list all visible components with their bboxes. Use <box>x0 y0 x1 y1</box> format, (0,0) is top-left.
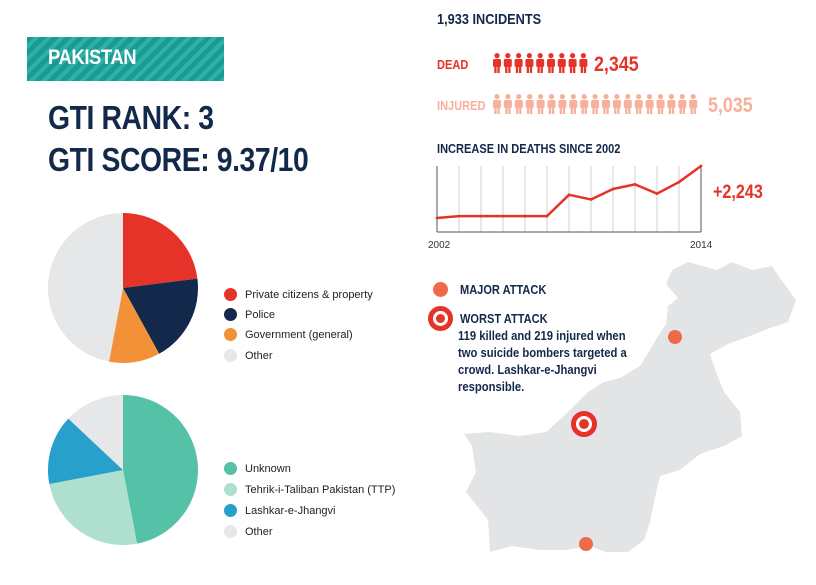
legend-swatch <box>224 328 237 341</box>
injured-person-icon <box>547 94 556 114</box>
legend-label: Unknown <box>245 463 291 475</box>
injured-value: 5,035 <box>708 94 753 117</box>
injured-person-icon <box>580 94 589 114</box>
injured-person-icon <box>525 94 534 114</box>
legend-label: Police <box>245 309 275 321</box>
country-banner: PAKISTAN <box>27 37 224 81</box>
injured-label: INJURED <box>437 98 486 113</box>
legend-swatch <box>224 308 237 321</box>
targets-pie-slice-1 <box>123 278 198 354</box>
gti-score: GTI SCORE: 9.37/10 <box>48 141 309 178</box>
dead-person-icon <box>525 53 534 73</box>
legend-swatch <box>224 504 237 517</box>
worst-attack-label: WORST ATTACK <box>460 311 548 326</box>
dead-label: DEAD <box>437 57 469 72</box>
injured-person-icon <box>493 94 501 114</box>
dead-person-icon <box>547 53 555 73</box>
injured-person-icon <box>623 94 632 114</box>
injured-person-icon <box>591 94 600 114</box>
legend-label: Government (general) <box>245 329 353 341</box>
injured-person-icon <box>656 94 665 114</box>
groups-pie-slice-1 <box>49 470 138 546</box>
worst-attack-marker-dot <box>579 419 589 429</box>
targets-pie-slice-2 <box>108 288 160 363</box>
dead-person-icon <box>493 53 501 73</box>
x-tick-label-start: 2002 <box>428 240 451 251</box>
injured-person-icon <box>634 94 643 114</box>
deaths-point <box>457 214 461 218</box>
injured-person-icon <box>667 94 676 114</box>
injured-person-icon <box>558 94 567 114</box>
legend-label: Other <box>245 350 273 362</box>
deaths-point <box>611 187 615 191</box>
injured-person-icon <box>612 94 621 114</box>
deaths-point <box>479 214 483 218</box>
worst-attack-marker <box>571 411 597 437</box>
targets-pie-slice-3 <box>48 213 123 362</box>
legend-label: Other <box>245 526 273 538</box>
dead-person-icon <box>503 53 512 73</box>
dead-person-icon <box>557 53 566 73</box>
injured-person-icon <box>569 94 578 114</box>
deaths-point <box>523 214 527 218</box>
deaths-point <box>589 198 593 201</box>
deaths-point <box>677 180 681 184</box>
injured-person-icon <box>536 94 545 114</box>
deaths-point <box>567 193 571 197</box>
targets-pie-slice-0 <box>123 213 198 288</box>
deaths-point <box>545 214 549 218</box>
groups-pie-slice-0 <box>123 395 199 544</box>
injured-person-icon <box>503 94 512 114</box>
x-tick-label-end: 2014 <box>690 240 713 251</box>
deaths-point <box>655 192 659 196</box>
worst-attack-legend-dot <box>436 314 445 323</box>
legend-swatch <box>224 525 237 538</box>
legend-swatch <box>224 288 237 301</box>
incidents-count: 1,933 INCIDENTS <box>437 11 542 28</box>
legend-label: Private citizens & property <box>245 289 373 301</box>
worst-attack-legend-icon <box>428 306 453 331</box>
pakistan-map <box>464 262 796 552</box>
major-attack-marker-north <box>668 330 682 344</box>
major-attack-legend-icon <box>433 282 448 297</box>
dead-person-icon <box>514 53 523 73</box>
legend-label: Lashkar-e-Jhangvi <box>245 505 336 517</box>
legend-swatch <box>224 483 237 496</box>
dead-value: 2,345 <box>594 53 639 76</box>
injured-person-icon <box>678 94 687 114</box>
injured-person-icon <box>514 94 523 114</box>
country-name: PAKISTAN <box>48 46 137 69</box>
deaths-point <box>435 216 439 220</box>
dead-person-icon <box>536 53 545 73</box>
injured-person-icon <box>602 94 610 114</box>
deaths-point <box>501 214 505 218</box>
dead-person-icon <box>568 53 577 73</box>
injured-person-icon <box>645 94 654 114</box>
deaths-point <box>633 182 637 186</box>
major-attack-marker-south <box>579 537 593 551</box>
worst-attack-description: 119 killed and 219 injured when two suic… <box>458 329 627 394</box>
deaths-point <box>699 164 703 168</box>
major-attack-label: MAJOR ATTACK <box>460 282 547 297</box>
injured-person-icon <box>689 94 698 114</box>
groups-pie-slice-3 <box>68 395 123 470</box>
legend-swatch <box>224 349 237 362</box>
gti-rank: GTI RANK: 3 <box>48 99 214 136</box>
line-chart-title: INCREASE IN DEATHS SINCE 2002 <box>437 141 621 156</box>
line-chart-annotation: +2,243 <box>713 182 763 203</box>
legend-label: Tehrik-i-Taliban Pakistan (TTP) <box>245 484 396 496</box>
groups-pie-slice-2 <box>47 418 123 485</box>
dead-person-icon <box>579 53 588 73</box>
legend-swatch <box>224 462 237 475</box>
